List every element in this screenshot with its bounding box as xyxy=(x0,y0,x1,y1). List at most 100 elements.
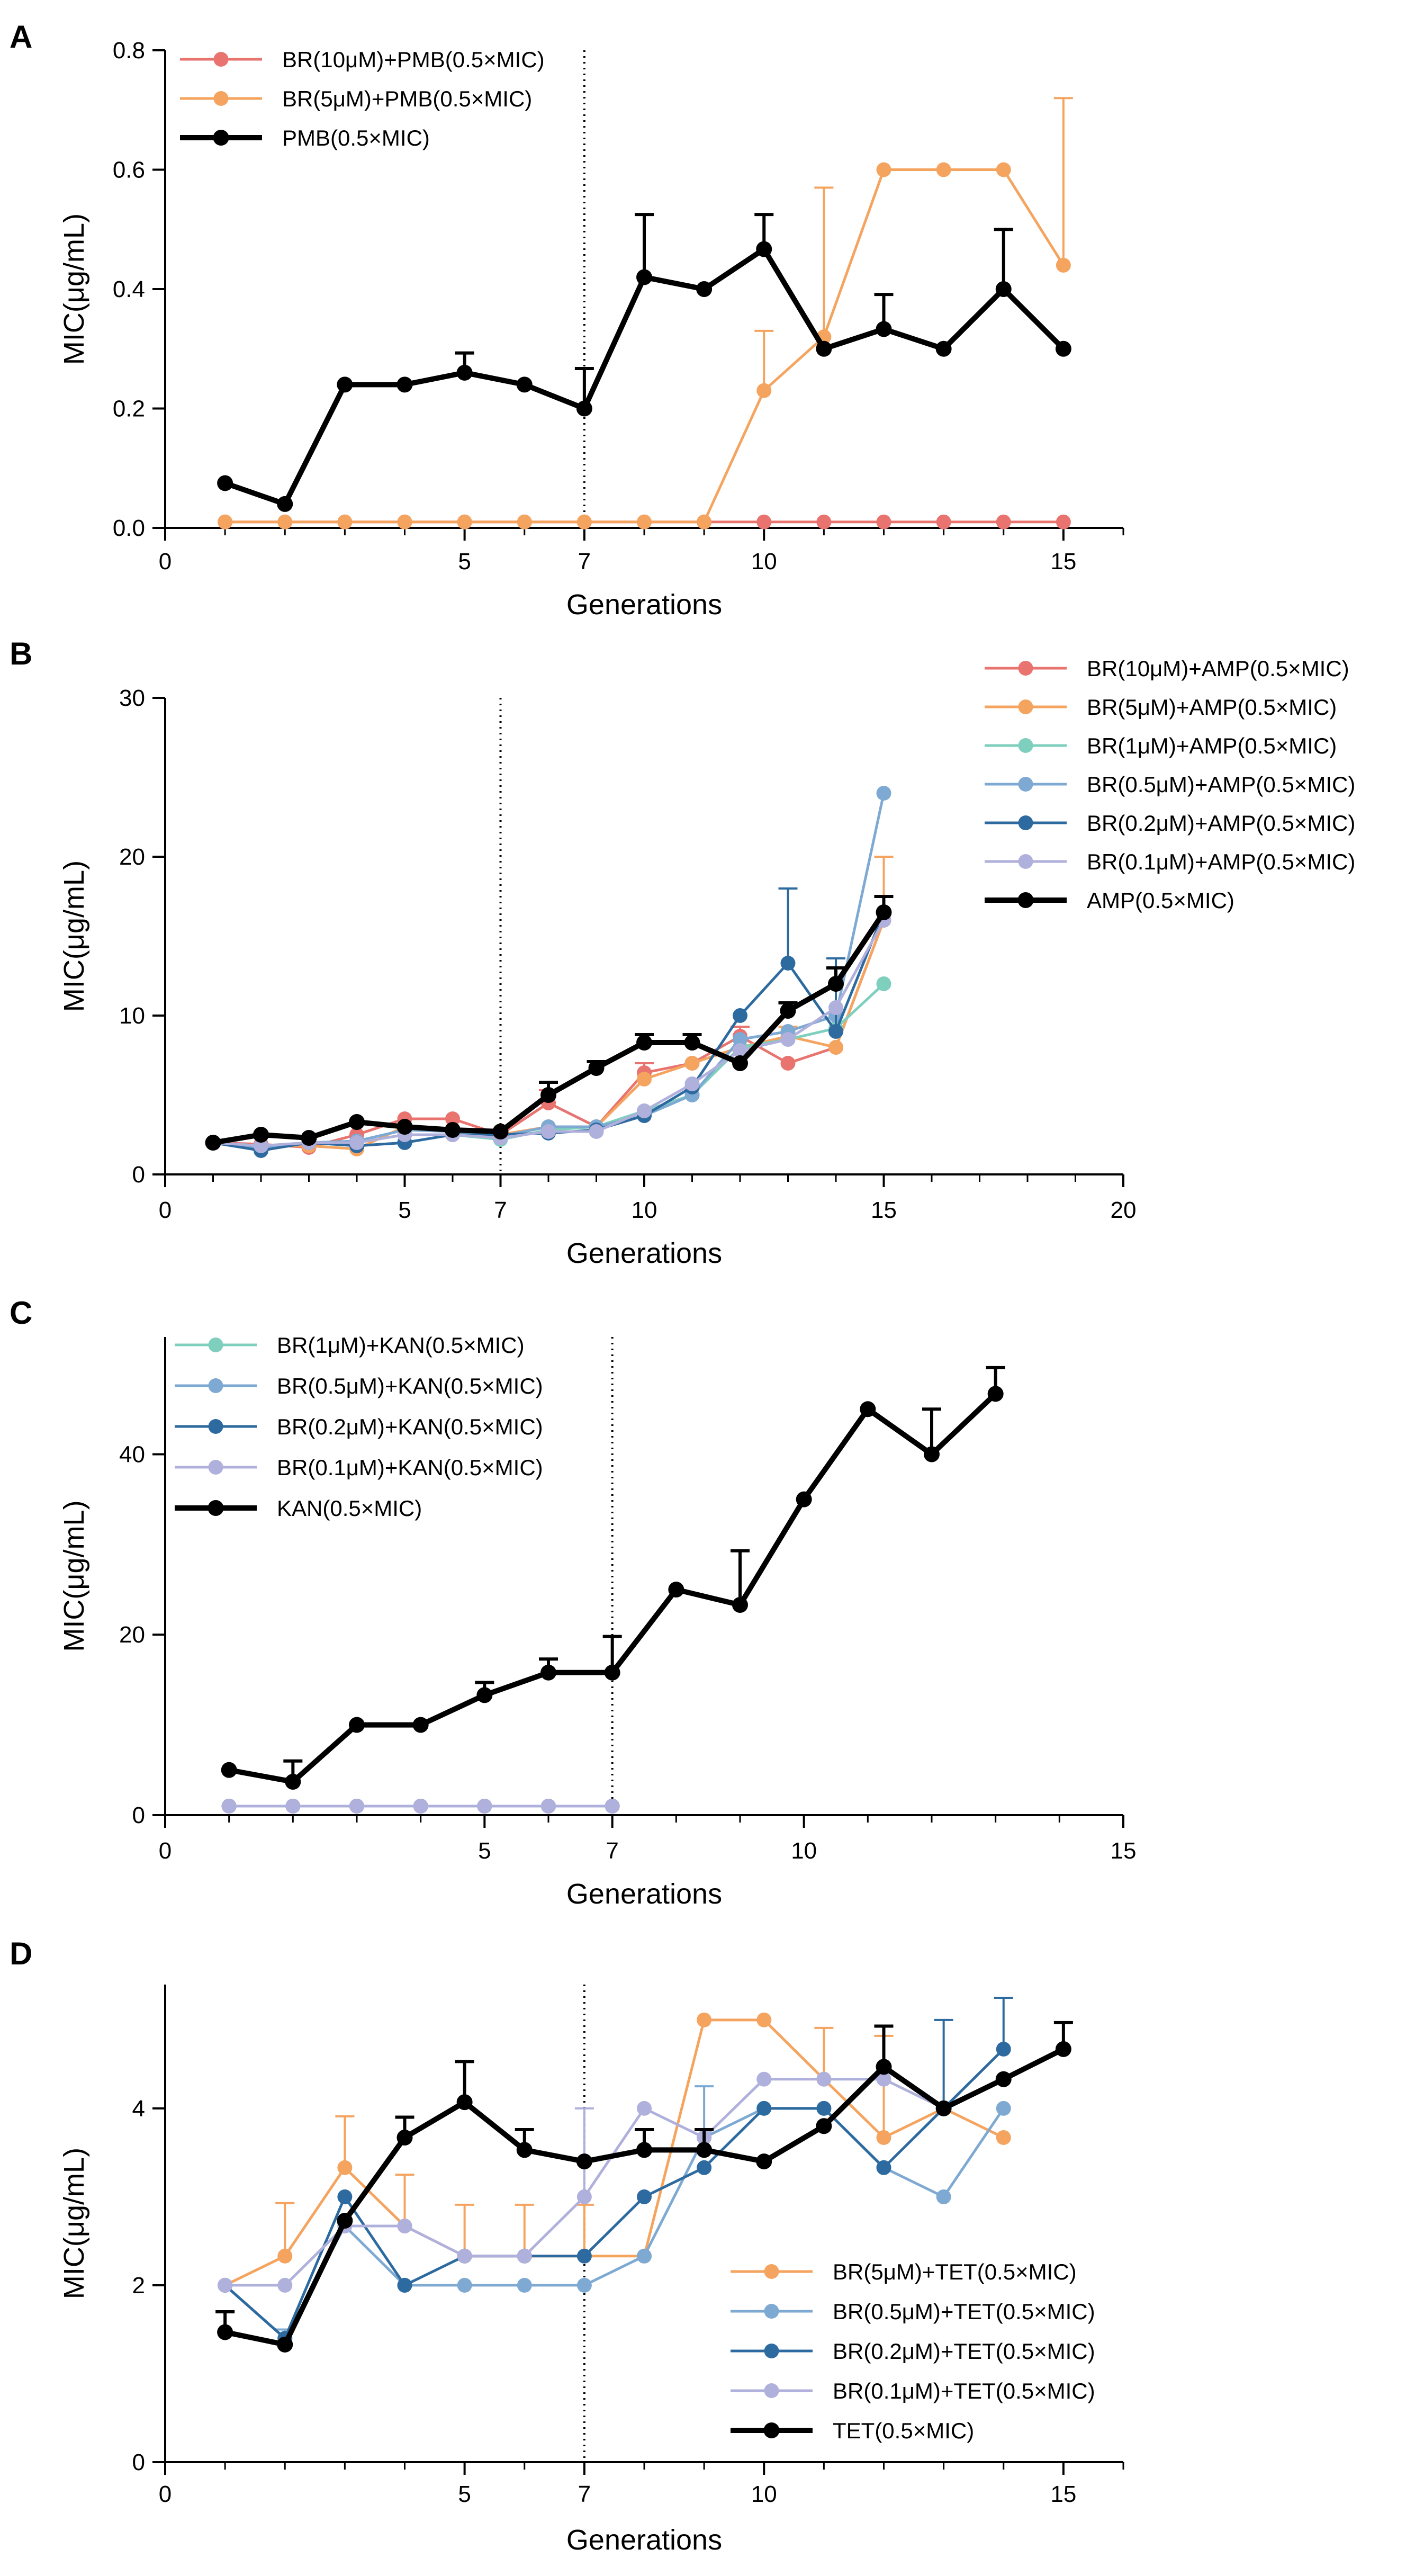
data-point xyxy=(936,514,951,529)
data-point xyxy=(457,2248,472,2264)
data-point xyxy=(996,162,1011,177)
data-point xyxy=(604,1664,620,1681)
x-tick-label: 7 xyxy=(494,1197,507,1223)
data-point xyxy=(636,269,652,285)
legend-label: BR(0.1μM)+TET(0.5×MIC) xyxy=(833,2378,1095,2403)
data-point xyxy=(780,1056,796,1071)
series-line xyxy=(224,2048,1005,2340)
data-point xyxy=(995,281,1012,297)
legend: BR(10μM)+PMB(0.5×MIC) BR(5μM)+PMB(0.5×MIC… xyxy=(180,47,545,150)
data-point xyxy=(516,2142,533,2158)
series-line xyxy=(224,2018,1004,2287)
data-point xyxy=(445,1111,460,1126)
data-point xyxy=(1055,2041,1071,2057)
data-point xyxy=(217,475,233,491)
data-point xyxy=(397,2277,412,2293)
legend-marker xyxy=(1018,777,1033,792)
data-point xyxy=(780,1032,796,1047)
series-3 xyxy=(221,1798,620,1814)
series-line xyxy=(225,2078,1004,2287)
data-point xyxy=(396,2129,413,2146)
data-point xyxy=(457,514,472,529)
legend-marker xyxy=(208,1378,223,1393)
data-point xyxy=(924,1446,940,1462)
data-point xyxy=(277,2277,293,2293)
data-point xyxy=(254,1138,268,1153)
data-point xyxy=(349,1114,365,1130)
data-point xyxy=(396,376,413,393)
panel-d: D 0 5 7 10 15 0 2 4 Generations MIC(μg/mL) BR(5μM)+… xyxy=(10,1936,1124,2556)
y-tick-label: 0.6 xyxy=(113,157,145,183)
legend-label: BR(0.2μM)+KAN(0.5×MIC) xyxy=(277,1414,543,1439)
data-point xyxy=(516,376,533,393)
data-point xyxy=(684,1035,700,1051)
legend-marker xyxy=(764,2344,779,2358)
data-point xyxy=(588,1060,605,1076)
data-point xyxy=(733,1032,747,1047)
legend-label: BR(5μM)+TET(0.5×MIC) xyxy=(833,2259,1077,2284)
x-tick-label: 15 xyxy=(1050,549,1076,575)
x-tick-label: 0 xyxy=(159,1197,172,1223)
x-tick-label: 7 xyxy=(606,1838,618,1864)
data-point xyxy=(876,2059,892,2075)
legend-marker xyxy=(764,2264,779,2279)
legend-label: BR(5μM)+PMB(0.5×MIC) xyxy=(282,86,532,111)
data-point xyxy=(828,976,844,992)
legend-label: BR(0.2μM)+TET(0.5×MIC) xyxy=(833,2339,1095,2364)
data-point xyxy=(780,956,796,971)
x-axis-title: Generations xyxy=(566,2524,722,2556)
data-point xyxy=(576,514,592,529)
panel-a: A 0 5 7 10 15 0.0 0.2 0.4 0.6 0.8 Generations MIC(μg… xyxy=(10,19,1124,621)
data-point xyxy=(456,364,473,381)
legend-marker xyxy=(208,1338,223,1352)
data-point xyxy=(412,1717,429,1733)
data-point xyxy=(732,1597,748,1613)
data-point xyxy=(876,162,891,177)
data-point xyxy=(756,514,772,529)
data-point xyxy=(876,2160,891,2175)
data-point xyxy=(456,2094,473,2111)
data-point xyxy=(445,1122,461,1138)
x-tick-label: 20 xyxy=(1111,1197,1137,1223)
legend-label: BR(0.1μM)+KAN(0.5×MIC) xyxy=(277,1455,543,1480)
data-point xyxy=(816,2118,832,2134)
data-point xyxy=(540,1087,556,1103)
panel-b: B 0 5 7 10 15 20 0 10 20 30 Generations MIC(μg/mL) BR… xyxy=(10,636,1355,1269)
data-point xyxy=(576,2277,592,2293)
data-point xyxy=(337,376,353,393)
legend-marker xyxy=(208,1419,223,1434)
series-2 xyxy=(217,213,1071,512)
y-tick-label: 0 xyxy=(132,1162,145,1188)
y-tick-label: 40 xyxy=(119,1441,145,1467)
series-6 xyxy=(205,895,894,1151)
data-point xyxy=(935,2100,952,2116)
data-point xyxy=(756,241,772,257)
x-axis-title: Generations xyxy=(566,589,722,621)
x-tick-label: 5 xyxy=(398,1197,411,1223)
data-point xyxy=(756,2071,772,2087)
data-point xyxy=(697,2012,712,2027)
data-point xyxy=(876,2071,891,2087)
data-point xyxy=(696,2142,713,2158)
legend-label: BR(5μM)+AMP(0.5×MIC) xyxy=(1087,695,1337,720)
legend-marker xyxy=(764,2383,779,2398)
data-point xyxy=(696,281,713,297)
data-point xyxy=(756,2101,772,2116)
legend-marker xyxy=(1018,854,1033,869)
data-point xyxy=(995,2071,1012,2087)
x-tick-label: 15 xyxy=(1111,1838,1137,1864)
data-point xyxy=(492,1124,509,1139)
y-axis-title: MIC(μg/mL) xyxy=(58,860,90,1012)
data-point xyxy=(935,340,952,357)
data-point xyxy=(684,1056,700,1071)
x-tick-label: 5 xyxy=(478,1838,491,1864)
data-point xyxy=(780,1003,796,1019)
data-point xyxy=(816,2071,832,2087)
x-tick-label: 10 xyxy=(751,2481,777,2507)
panel-letter: B xyxy=(10,636,32,671)
data-point xyxy=(876,904,892,920)
series-1 xyxy=(218,97,1073,529)
data-point xyxy=(576,2153,592,2170)
data-point xyxy=(517,2248,532,2264)
data-point xyxy=(828,1000,843,1015)
